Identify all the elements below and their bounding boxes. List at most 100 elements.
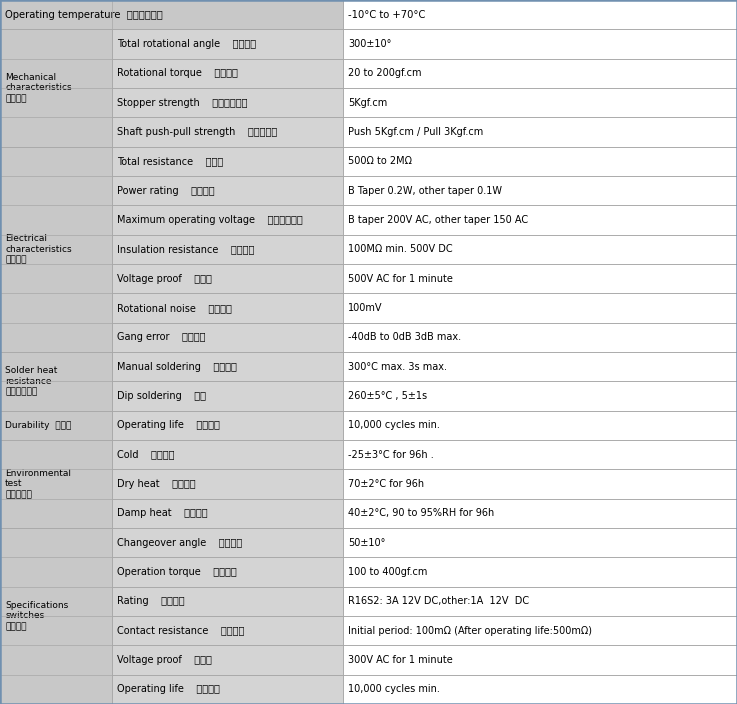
Text: Shaft push-pull strength    軸推拉強度: Shaft push-pull strength 軸推拉強度 [117, 127, 277, 137]
Text: Environmental
test
耐環境性能: Environmental test 耐環境性能 [5, 469, 71, 499]
Bar [112, 88, 343, 118]
Bar [112, 176, 343, 206]
Text: Cold    耐寒性能: Cold 耐寒性能 [117, 450, 175, 460]
Bar [112, 498, 343, 528]
Text: 10,000 cycles min.: 10,000 cycles min. [348, 420, 440, 430]
Text: 10,000 cycles min.: 10,000 cycles min. [348, 684, 440, 694]
Bar [0, 30, 112, 146]
Bar [343, 646, 737, 674]
Bar [112, 146, 343, 176]
Text: 20 to 200gf.cm: 20 to 200gf.cm [348, 68, 422, 78]
Text: Rotational noise    旋轉雜音: Rotational noise 旋轉雜音 [117, 303, 232, 313]
Bar [343, 616, 737, 646]
Text: Dry heat    耐熱性能: Dry heat 耐熱性能 [117, 479, 196, 489]
Bar [0, 0, 343, 30]
Bar [112, 674, 343, 704]
Bar [343, 264, 737, 294]
Bar [343, 528, 737, 558]
Bar [343, 118, 737, 146]
Bar [343, 382, 737, 410]
Text: 300±10°: 300±10° [348, 39, 391, 49]
Text: Rotational torque    辭轉力矩: Rotational torque 辭轉力矩 [117, 68, 238, 78]
Bar [343, 586, 737, 616]
Text: 500Ω to 2MΩ: 500Ω to 2MΩ [348, 156, 412, 166]
Bar [343, 234, 737, 264]
Text: 500V AC for 1 minute: 500V AC for 1 minute [348, 274, 453, 284]
Text: 50±10°: 50±10° [348, 538, 385, 548]
Text: B taper 200V AC, other taper 150 AC: B taper 200V AC, other taper 150 AC [348, 215, 528, 225]
Text: 100mV: 100mV [348, 303, 383, 313]
Bar [0, 410, 112, 440]
Bar [0, 440, 112, 528]
Text: B Taper 0.2W, other taper 0.1W: B Taper 0.2W, other taper 0.1W [348, 186, 502, 196]
Text: Dip soldering    浸營: Dip soldering 浸營 [117, 391, 206, 401]
Bar [343, 558, 737, 586]
Text: Maximum operating voltage    最高使用電壓: Maximum operating voltage 最高使用電壓 [117, 215, 303, 225]
Text: Rating    額定功率: Rating 額定功率 [117, 596, 185, 606]
Text: Power rating    額定功率: Power rating 額定功率 [117, 186, 214, 196]
Bar [112, 470, 343, 498]
Bar [112, 58, 343, 88]
Bar [112, 382, 343, 410]
Text: Voltage proof    耐電壓: Voltage proof 耐電壓 [117, 655, 212, 665]
Bar [343, 30, 737, 58]
Text: 300V AC for 1 minute: 300V AC for 1 minute [348, 655, 453, 665]
Text: 70±2°C for 96h: 70±2°C for 96h [348, 479, 424, 489]
Bar [112, 616, 343, 646]
Text: Insulation resistance    絕縣電阻: Insulation resistance 絕縣電阻 [117, 244, 254, 254]
Text: R16S2: 3A 12V DC,other:1A  12V  DC: R16S2: 3A 12V DC,other:1A 12V DC [348, 596, 529, 606]
Bar [112, 352, 343, 382]
Text: Mechanical
characteristics
機械性能: Mechanical characteristics 機械性能 [5, 73, 71, 103]
Bar [343, 294, 737, 322]
Text: Operating temperature  使用溫度範圍: Operating temperature 使用溫度範圍 [5, 10, 163, 20]
Bar [112, 440, 343, 470]
Text: 300°C max. 3s max.: 300°C max. 3s max. [348, 362, 447, 372]
Bar [112, 118, 343, 146]
Bar [112, 206, 343, 234]
Bar [112, 294, 343, 322]
Text: 100MΩ min. 500V DC: 100MΩ min. 500V DC [348, 244, 453, 254]
Bar [112, 322, 343, 352]
Bar [343, 146, 737, 176]
Text: 260±5°C , 5±1s: 260±5°C , 5±1s [348, 391, 427, 401]
Bar [112, 586, 343, 616]
Text: Operation torque    開閉力矩: Operation torque 開閉力矩 [117, 567, 237, 577]
Text: Electrical
characteristics
電氣性能: Electrical characteristics 電氣性能 [5, 234, 71, 264]
Bar [0, 146, 112, 352]
Text: Gang error    同步誤差: Gang error 同步誤差 [117, 332, 206, 342]
Bar [112, 410, 343, 440]
Text: 100 to 400gf.cm: 100 to 400gf.cm [348, 567, 427, 577]
Text: Specifications
switches
開關規格: Specifications switches 開關規格 [5, 601, 69, 631]
Text: Manual soldering    手工營接: Manual soldering 手工營接 [117, 362, 237, 372]
Bar [112, 234, 343, 264]
Bar [0, 352, 112, 410]
Bar [343, 498, 737, 528]
Text: Operating life    操作壽命: Operating life 操作壽命 [117, 420, 220, 430]
Text: -25±3°C for 96h .: -25±3°C for 96h . [348, 450, 433, 460]
Text: -10°C to +70°C: -10°C to +70°C [348, 10, 425, 20]
Bar [343, 440, 737, 470]
Bar [343, 470, 737, 498]
Text: Durability  耕久性: Durability 耕久性 [5, 421, 71, 430]
Text: Changeover angle    開閉角度: Changeover angle 開閉角度 [117, 538, 242, 548]
Text: -40dB to 0dB 3dB max.: -40dB to 0dB 3dB max. [348, 332, 461, 342]
Text: Push 5Kgf.cm / Pull 3Kgf.cm: Push 5Kgf.cm / Pull 3Kgf.cm [348, 127, 483, 137]
Bar [112, 30, 343, 58]
Text: Voltage proof    耐電壓: Voltage proof 耐電壓 [117, 274, 212, 284]
Text: Contact resistance    接觸電阻: Contact resistance 接觸電阻 [117, 626, 245, 636]
Text: Damp heat    耐濕性能: Damp heat 耐濕性能 [117, 508, 208, 518]
Text: Total resistance    總阻値: Total resistance 總阻値 [117, 156, 223, 166]
Text: Operating life    操作壽命: Operating life 操作壽命 [117, 684, 220, 694]
Bar [343, 322, 737, 352]
Text: 5Kgf.cm: 5Kgf.cm [348, 98, 387, 108]
Bar [343, 88, 737, 118]
Bar [343, 352, 737, 382]
Text: Solder heat
resistance
營接耐熱性能: Solder heat resistance 營接耐熱性能 [5, 367, 57, 396]
Bar [112, 528, 343, 558]
Bar [112, 646, 343, 674]
Text: Initial period: 100mΩ (After operating life:500mΩ): Initial period: 100mΩ (After operating l… [348, 626, 592, 636]
Bar [343, 410, 737, 440]
Text: Stopper strength    終端止擋強度: Stopper strength 終端止擋強度 [117, 98, 248, 108]
Bar [343, 58, 737, 88]
Bar [343, 206, 737, 234]
